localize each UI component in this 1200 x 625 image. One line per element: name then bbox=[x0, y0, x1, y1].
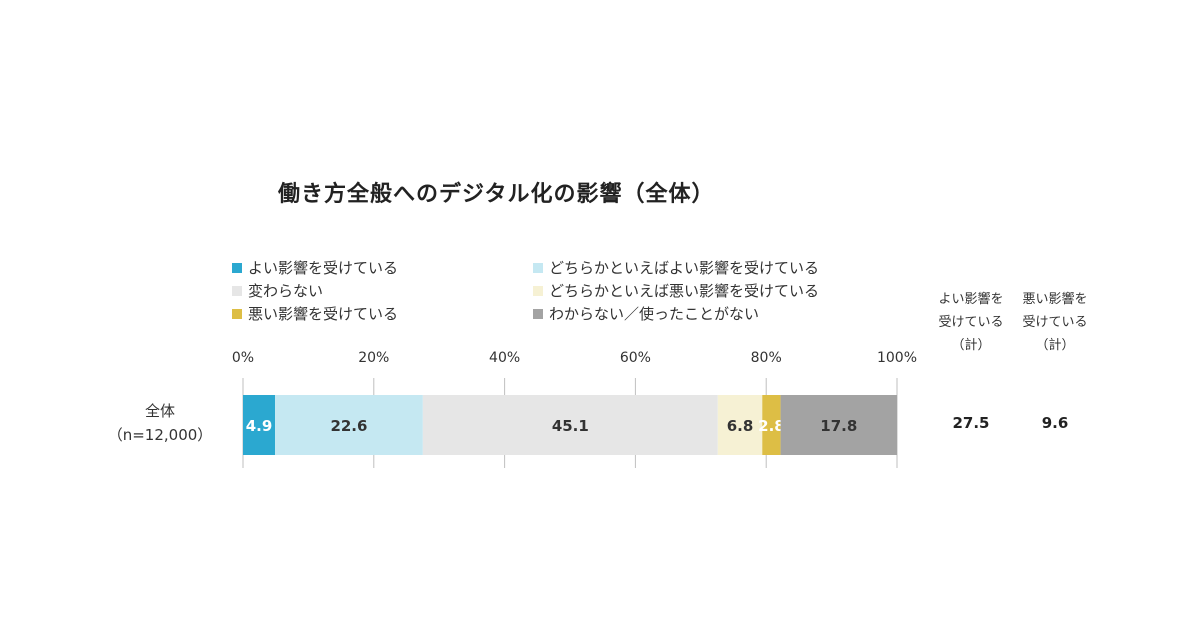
row-label: 全体 （n=12,000） bbox=[100, 399, 220, 447]
bar-segment bbox=[275, 395, 423, 455]
legend-item: どちらかといえば悪い影響を受けている bbox=[533, 280, 819, 301]
data-label: 4.9 bbox=[246, 417, 273, 435]
legend-swatch-somewhat-good bbox=[533, 262, 543, 273]
chart-title: 働き方全般へのデジタル化の影響（全体） bbox=[278, 182, 715, 207]
legend-label: どちらかといえばよい影響を受けている bbox=[549, 259, 820, 277]
legend-label: よい影響を受けている bbox=[248, 259, 399, 277]
data-label: 45.1 bbox=[552, 417, 589, 435]
row-category: 全体 bbox=[144, 402, 175, 420]
legend-label: 変わらない bbox=[248, 282, 324, 300]
data-label: 6.8 bbox=[727, 417, 754, 435]
legend-item: わからない／使ったことがない bbox=[533, 303, 759, 324]
data-label: 2.8 bbox=[758, 417, 785, 435]
x-tick-label: 20% bbox=[358, 350, 389, 366]
bar-segment bbox=[717, 395, 763, 455]
legend-item: どちらかといえばよい影響を受けている bbox=[533, 257, 819, 278]
legend-swatch-good bbox=[232, 262, 242, 273]
summary-header-line: 受けている bbox=[1022, 315, 1088, 330]
x-tick-label: 100% bbox=[877, 350, 917, 366]
summary-header-line: 悪い影響を bbox=[1022, 292, 1088, 307]
summary-value-bad: 9.6 bbox=[1041, 414, 1069, 432]
legend-label: 悪い影響を受けている bbox=[248, 305, 399, 323]
legend-item: よい影響を受けている bbox=[232, 257, 398, 278]
summary-header-line: よい影響を bbox=[938, 292, 1004, 307]
x-tick-label: 80% bbox=[751, 350, 782, 366]
summary-header-line: 受けている bbox=[938, 315, 1004, 330]
legend-swatch-no-change bbox=[232, 285, 242, 296]
legend-label: わからない／使ったことがない bbox=[549, 305, 760, 323]
x-tick-label: 40% bbox=[489, 350, 520, 366]
bar-segment bbox=[780, 395, 897, 455]
bar-segment bbox=[762, 395, 781, 455]
x-tick-label: 60% bbox=[620, 350, 651, 366]
legend-swatch-bad bbox=[232, 308, 242, 319]
legend-swatch-somewhat-bad bbox=[533, 285, 543, 296]
bar-segment bbox=[422, 395, 718, 455]
summary-header-line: （計） bbox=[951, 338, 991, 353]
row-sample-size: （n=12,000） bbox=[107, 426, 213, 444]
data-label: 17.8 bbox=[820, 417, 857, 435]
summary-value-good: 27.5 bbox=[952, 414, 990, 432]
summary-header-bad: 悪い影響を 受けている （計） bbox=[1015, 288, 1095, 357]
summary-header-line: （計） bbox=[1035, 338, 1075, 353]
legend-item: 変わらない bbox=[232, 280, 323, 301]
x-tick-label: 0% bbox=[232, 350, 254, 366]
legend-item: 悪い影響を受けている bbox=[232, 303, 398, 324]
legend-label: どちらかといえば悪い影響を受けている bbox=[549, 282, 820, 300]
data-label: 22.6 bbox=[330, 417, 367, 435]
bar-segment bbox=[243, 395, 276, 455]
legend-swatch-unknown bbox=[533, 308, 543, 319]
summary-header-good: よい影響を 受けている （計） bbox=[931, 288, 1011, 357]
